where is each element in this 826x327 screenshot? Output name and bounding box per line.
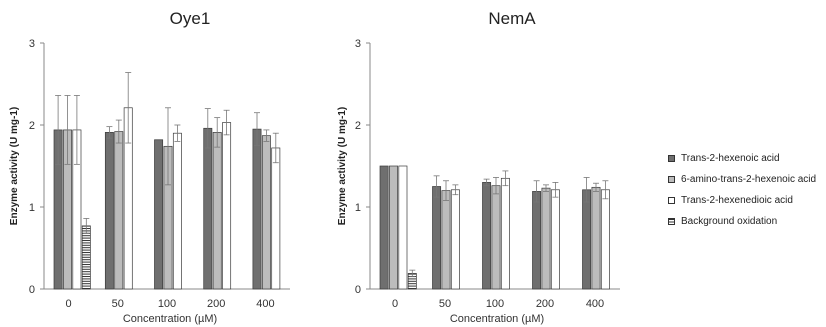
y-axis-label: Enzyme activity (U mg-1) bbox=[9, 107, 20, 225]
bar bbox=[252, 128, 262, 290]
x-tick-label: 200 bbox=[536, 298, 554, 310]
bar bbox=[104, 132, 114, 290]
bar bbox=[398, 165, 408, 290]
y-tick-label: 3 bbox=[29, 38, 35, 50]
chart-oye1: Oye1 0 1 2 3 Enzyme activity (U mg-1) 0 50 100 20… bbox=[9, 9, 290, 325]
x-tick-label: 50 bbox=[439, 298, 451, 310]
legend-swatch bbox=[668, 176, 675, 183]
x-tick-label: 400 bbox=[256, 298, 274, 310]
x-axis-label: Concentration (µM) bbox=[450, 313, 544, 325]
bar bbox=[441, 190, 451, 290]
x-axis-label: Concentration (µM) bbox=[123, 313, 217, 325]
bar bbox=[261, 135, 271, 290]
bar bbox=[600, 189, 610, 290]
chart-title: NemA bbox=[488, 9, 536, 28]
x-tick-label: 200 bbox=[207, 298, 225, 310]
y-tick-label: 1 bbox=[355, 202, 361, 214]
legend-swatch bbox=[668, 155, 675, 162]
legend-item: Trans-2-hexenedioic acid bbox=[668, 190, 816, 211]
x-tick-label: 100 bbox=[486, 298, 504, 310]
legend-label: Trans-2-hexenedioic acid bbox=[681, 195, 793, 206]
legend-item: 6-amino-trans-2-hexenoic acid bbox=[668, 169, 816, 190]
y-axis-label: Enzyme activity (U mg-1) bbox=[337, 107, 348, 225]
bar bbox=[591, 186, 601, 290]
bar bbox=[482, 182, 492, 290]
y-tick-label: 1 bbox=[29, 202, 35, 214]
bar bbox=[550, 189, 560, 290]
bar bbox=[203, 127, 213, 290]
bar bbox=[432, 186, 442, 290]
bar bbox=[500, 177, 510, 290]
bar bbox=[172, 132, 182, 290]
legend-label: Trans-2-hexenoic acid bbox=[681, 153, 780, 164]
bar bbox=[81, 225, 91, 290]
legend-item: Trans-2-hexenoic acid bbox=[668, 148, 816, 169]
bar bbox=[491, 185, 501, 290]
legend: Trans-2-hexenoic acid 6-amino-trans-2-he… bbox=[668, 148, 816, 232]
y-tick-label: 2 bbox=[355, 120, 361, 132]
bar bbox=[532, 191, 542, 290]
legend-swatch bbox=[668, 197, 675, 204]
x-tick-label: 0 bbox=[392, 298, 398, 310]
y-tick-label: 3 bbox=[355, 38, 361, 50]
bar bbox=[154, 139, 164, 290]
y-tick-label: 0 bbox=[355, 284, 361, 296]
chart-title: Oye1 bbox=[170, 9, 211, 28]
x-tick-label: 0 bbox=[66, 298, 72, 310]
bar bbox=[212, 132, 222, 290]
y-tick-label: 2 bbox=[29, 120, 35, 132]
bar bbox=[222, 122, 232, 290]
legend-label: Background oxidation bbox=[681, 216, 778, 227]
legend-swatch bbox=[668, 218, 675, 225]
bar bbox=[379, 165, 389, 290]
x-tick-label: 400 bbox=[586, 298, 604, 310]
bar bbox=[271, 147, 281, 290]
x-tick-label: 50 bbox=[112, 298, 124, 310]
chart-nema: NemA 0 1 2 3 Enzyme activity (U mg-1) 0 50 100 20… bbox=[337, 9, 620, 325]
bar bbox=[389, 165, 398, 290]
legend-label: 6-amino-trans-2-hexenoic acid bbox=[681, 174, 817, 185]
bar bbox=[450, 189, 460, 290]
bar bbox=[582, 189, 592, 290]
bar bbox=[541, 187, 551, 290]
y-tick-label: 0 bbox=[29, 284, 35, 296]
legend-item: Background oxidation bbox=[668, 211, 816, 232]
x-tick-label: 100 bbox=[158, 298, 176, 310]
bar bbox=[114, 131, 124, 290]
